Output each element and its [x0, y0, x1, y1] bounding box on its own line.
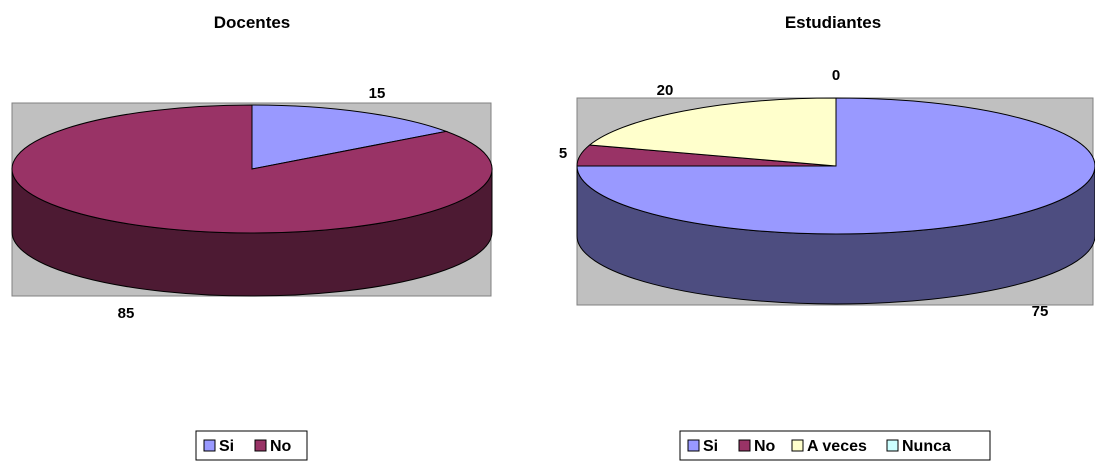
chart-estudiantes: Estudiantes 75 5 20 0: [559, 13, 1095, 320]
data-label-docentes-no: 85: [118, 305, 135, 322]
pie-slice-no: [11, 104, 493, 234]
legend-estudiantes: Si No A veces Nunca: [679, 430, 991, 461]
pie-docentes: [11, 104, 493, 297]
pie-slice-si: [251, 104, 449, 170]
chart-docentes: Docentes 15 85: [11, 13, 493, 322]
legend-box: [679, 430, 991, 461]
legend-label-a-veces: A veces: [807, 438, 867, 455]
legend-swatch-a-veces: [791, 439, 804, 452]
pie-estudiantes: [576, 97, 1095, 305]
data-label-docentes-si: 15: [369, 85, 386, 102]
chart-title-docentes: Docentes: [214, 13, 291, 32]
data-label-estudiantes-a-veces: 20: [657, 82, 674, 99]
legend-label-si: Si: [703, 438, 718, 455]
data-label-estudiantes-nunca: 0: [832, 67, 840, 84]
legend-label-nunca: Nunca: [902, 438, 951, 455]
legend-docentes: Si No: [195, 430, 308, 461]
legend-label-no: No: [270, 438, 292, 455]
legend-swatch-si: [687, 439, 700, 452]
pie-slice-a-veces: [588, 97, 837, 167]
legend-label-no: No: [754, 438, 776, 455]
data-label-estudiantes-si: 75: [1032, 303, 1049, 320]
chart-title-estudiantes: Estudiantes: [785, 13, 881, 32]
legend-swatch-no: [738, 439, 751, 452]
legend-swatch-no: [254, 439, 267, 452]
legend-swatch-nunca: [886, 439, 899, 452]
pie-slice-si: [576, 97, 1095, 235]
data-label-estudiantes-no: 5: [559, 145, 567, 162]
legend-label-si: Si: [219, 438, 234, 455]
legend-swatch-si: [203, 439, 216, 452]
